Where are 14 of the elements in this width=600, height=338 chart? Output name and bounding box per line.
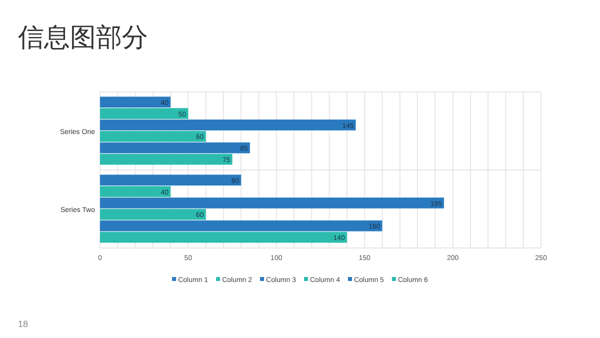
bar xyxy=(100,174,242,186)
bar xyxy=(100,131,206,142)
bar xyxy=(100,220,382,232)
bar xyxy=(100,186,171,197)
bar xyxy=(100,108,188,119)
bar xyxy=(100,198,444,208)
bar xyxy=(100,120,356,130)
bar xyxy=(100,209,206,220)
text: 18 xyxy=(18,319,28,329)
bar xyxy=(100,154,232,165)
bar xyxy=(100,142,250,154)
bar xyxy=(100,232,347,243)
bar xyxy=(100,96,171,108)
chart-title: 信息图部分 xyxy=(18,22,148,52)
